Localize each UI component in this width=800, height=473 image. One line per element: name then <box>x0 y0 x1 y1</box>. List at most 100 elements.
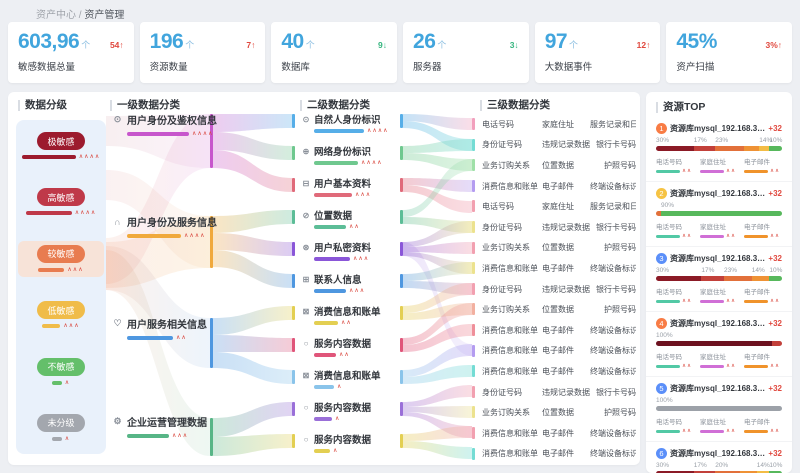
level1-category-item[interactable]: ⊙ 用户身份及鉴权信息 ∧∧∧∧ <box>112 112 297 137</box>
level3-category-row[interactable]: 消费信息和账单 电子邮件 终端设备标识 <box>472 341 636 362</box>
level2-category-item[interactable]: ⊠ 消费信息和账单 ∧∧ <box>292 304 402 336</box>
resource-item[interactable]: 1 资源库mysql_192.168.34.2 +32 30% 17% 23% 14%… <box>646 117 792 182</box>
level2-category-item[interactable]: ○ 服务内容数据 ∧ <box>292 432 402 464</box>
level3-category-row[interactable]: 消费信息和账单 电子邮件 终端设备标识 <box>472 423 636 444</box>
segment-percent: 90% <box>661 202 675 209</box>
substat-label: 电话号码 <box>656 224 682 231</box>
level3-category-row[interactable]: 消费信息和账单 电子邮件 终端设备标识 <box>472 320 636 341</box>
level3-category-row[interactable]: 消费信息和账单 电子邮件 终端设备标识 <box>472 258 636 279</box>
data-level-badge[interactable]: 未分级 <box>37 413 85 432</box>
substat: 电话号码 ∧∧ <box>656 221 694 239</box>
level3-label: 银行卡号码 <box>596 387 636 397</box>
stat-card[interactable]: 97 个 12↑ 大数据事件 <box>534 22 661 83</box>
breadcrumb: 资产中心 / 资产管理 <box>36 6 124 21</box>
level3-category-row[interactable]: 身份证号码 违规记录数据 银行卡号码 <box>472 217 636 238</box>
data-level-badge[interactable]: 较敏感 <box>37 244 85 263</box>
data-level-badge[interactable]: 极敏感 <box>37 132 85 150</box>
level3-category-row[interactable]: 消费信息和账单 电子邮件 终端设备标识 <box>472 361 636 382</box>
stat-card[interactable]: 40 个 9↓ 数据库 <box>271 22 398 83</box>
stacked-bar <box>656 471 782 473</box>
resource-item[interactable]: 2 资源库mysql_192.168.34.2 +32 90% 电话号码 <box>646 182 792 247</box>
level3-category-row[interactable]: 业务订购关系 位置数据 护照号码 <box>472 155 636 176</box>
segment-percent <box>740 462 756 471</box>
resource-item[interactable]: 4 资源库mysql_192.168.34.2 +32 100% 电话号码 <box>646 312 792 377</box>
data-level-badge[interactable]: 高敏感 <box>37 188 85 207</box>
stat-card[interactable]: 26 个 3↓ 服务器 <box>403 22 529 83</box>
resource-name[interactable]: 资源库mysql_192.168.34.2 <box>670 189 766 198</box>
bar-segment <box>656 406 782 411</box>
resource-name[interactable]: 资源库mysql_192.168.34.2 <box>670 449 766 458</box>
resource-item[interactable]: 3 资源库mysql_192.168.34.2 +32 30% 17% 23% 14%… <box>646 247 792 312</box>
resource-item[interactable]: 5 资源库mysql_192.168.34.2 +32 100% 电话号码 <box>646 377 792 442</box>
sankey-node <box>292 146 295 160</box>
resource-delta: +32 <box>768 189 782 198</box>
category-icon: ○ <box>303 338 309 348</box>
breadcrumb-item-asset-center[interactable]: 资产中心 <box>36 10 76 21</box>
level3-label: 消费信息和账单 <box>482 449 538 459</box>
level3-label: 业务订购关系 <box>482 305 530 315</box>
segment-percent-labels: 100% <box>656 397 782 406</box>
level3-category-row[interactable]: 电话号码 家庭住址 服务记录和日志 <box>472 196 636 217</box>
stat-card[interactable]: 45% 3%↑ 资产扫描 <box>666 22 793 83</box>
level1-category-item[interactable]: ⚙ 企业运营管理数据 ∧∧∧ <box>112 414 297 439</box>
level3-category-row[interactable]: 身份证号码 违规记录数据 银行卡号码 <box>472 382 636 403</box>
data-level-item[interactable]: 极敏感 ∧∧∧∧ <box>18 128 104 164</box>
resource-item[interactable]: 6 资源库mysql_192.168.34.2 +32 30% 17% 20% 14%… <box>646 442 792 473</box>
data-level-item[interactable]: 较敏感 ∧∧∧ <box>18 240 104 277</box>
level3-category-row[interactable]: 身份证号码 违规记录数据 银行卡号码 <box>472 135 636 156</box>
level3-label: 家庭住址 <box>542 119 574 129</box>
stat-card[interactable]: 603,96 个 54↑ 敏感数据总量 <box>8 22 134 83</box>
level3-label: 身份证号码 <box>482 140 522 150</box>
level3-category-row[interactable]: 消费信息和账单 电子邮件 终端设备标识 <box>472 444 636 465</box>
section-title-resource-top: 资源TOP <box>656 102 782 113</box>
level3-label: 终端设备标识 <box>590 263 636 273</box>
level2-category-item[interactable]: ⊞ 联系人信息 ∧∧∧ <box>292 272 402 304</box>
level3-category-row[interactable]: 业务订购关系 位置数据 护照号码 <box>472 402 636 423</box>
level3-category-row[interactable]: 业务订购关系 位置数据 护照号码 <box>472 238 636 259</box>
category-bar <box>314 289 346 293</box>
resource-name[interactable]: 资源库mysql_192.168.34.2 <box>670 384 766 393</box>
data-level-item[interactable]: 不敏感 ∧ <box>18 354 104 390</box>
substat-label: 电子邮件 <box>744 419 770 426</box>
data-level-item[interactable]: 高敏感 ∧∧∧∧ <box>18 184 104 220</box>
level2-category-item[interactable]: ⊙ 自然人身份标识 ∧∧∧∧ <box>292 112 402 144</box>
level1-category-item[interactable]: ∩ 用户身份及服务信息 ∧∧∧∧ <box>112 214 297 240</box>
level3-category-row[interactable]: 业务订购关系 位置数据 护照号码 <box>472 299 636 320</box>
resource-substats: 电话号码 ∧∧ 家庭住址 ∧∧ 电子邮件 <box>656 286 782 304</box>
data-level-item[interactable]: 低敏感 ∧∧∧ <box>18 297 104 333</box>
substat-bar <box>700 299 724 303</box>
level2-category-item[interactable]: ⊟ 用户基本资料 ∧∧∧ <box>292 176 402 208</box>
sankey-node <box>472 241 475 254</box>
resource-name[interactable]: 资源库mysql_192.168.34.2 <box>670 254 766 263</box>
data-level-item[interactable]: 未分级 ∧ <box>18 410 104 446</box>
level2-category-item[interactable]: ⊘ 位置数据 ∧∧ <box>292 208 402 240</box>
substat: 电子邮件 ∧∧ <box>744 156 782 174</box>
segment-percent <box>772 332 782 341</box>
level2-category-item[interactable]: ⊛ 用户私密资料 ∧∧∧ <box>292 240 402 272</box>
level2-category-item[interactable]: ○ 服务内容数据 ∧ <box>292 400 402 432</box>
level1-category-item[interactable]: ♡ 用户服务相关信息 ∧∧ <box>112 316 297 341</box>
data-level-badge[interactable]: 低敏感 <box>37 301 85 320</box>
category-icon: ○ <box>303 402 309 412</box>
level2-category-item[interactable]: ⊠ 消费信息和账单 ∧ <box>292 368 402 400</box>
trend-up-arrows: ∧∧ <box>726 428 737 434</box>
data-level-badge[interactable]: 不敏感 <box>37 357 85 376</box>
level3-category-row[interactable]: 身份证号码 违规记录数据 银行卡号码 <box>472 279 636 300</box>
level2-category-item[interactable]: ⊕ 网络身份标识 ∧∧∧∧ <box>292 144 402 176</box>
level3-category-row[interactable]: 电话号码 家庭住址 服务记录和日志 <box>472 114 636 135</box>
category-bar <box>314 353 336 357</box>
level2-category-item[interactable]: ○ 服务内容数据 ∧∧ <box>292 336 402 368</box>
trend-up-arrows: ∧ <box>337 384 343 390</box>
trend-up-arrows: ∧∧∧∧ <box>367 128 389 134</box>
stat-label: 服务器 <box>413 62 442 73</box>
level3-label: 电子邮件 <box>542 346 574 356</box>
trend-up-arrows: ∧∧ <box>770 298 781 304</box>
level1-category-list: ⊙ 用户身份及鉴权信息 ∧∧∧∧ ∩ 用户身份及服务信息 ∧∧∧∧ <box>112 92 297 465</box>
substat-bar <box>744 234 768 238</box>
resource-name[interactable]: 资源库mysql_192.168.34.2 <box>670 319 766 328</box>
level3-category-row[interactable]: 消费信息和账单 电子邮件 终端设备标识 <box>472 176 636 197</box>
substat-bar <box>656 364 680 368</box>
level2-category-label: 消费信息和账单 <box>314 371 381 382</box>
resource-name[interactable]: 资源库mysql_192.168.34.2 <box>670 124 766 133</box>
stat-card[interactable]: 196 个 7↑ 资源数量 <box>139 22 266 83</box>
